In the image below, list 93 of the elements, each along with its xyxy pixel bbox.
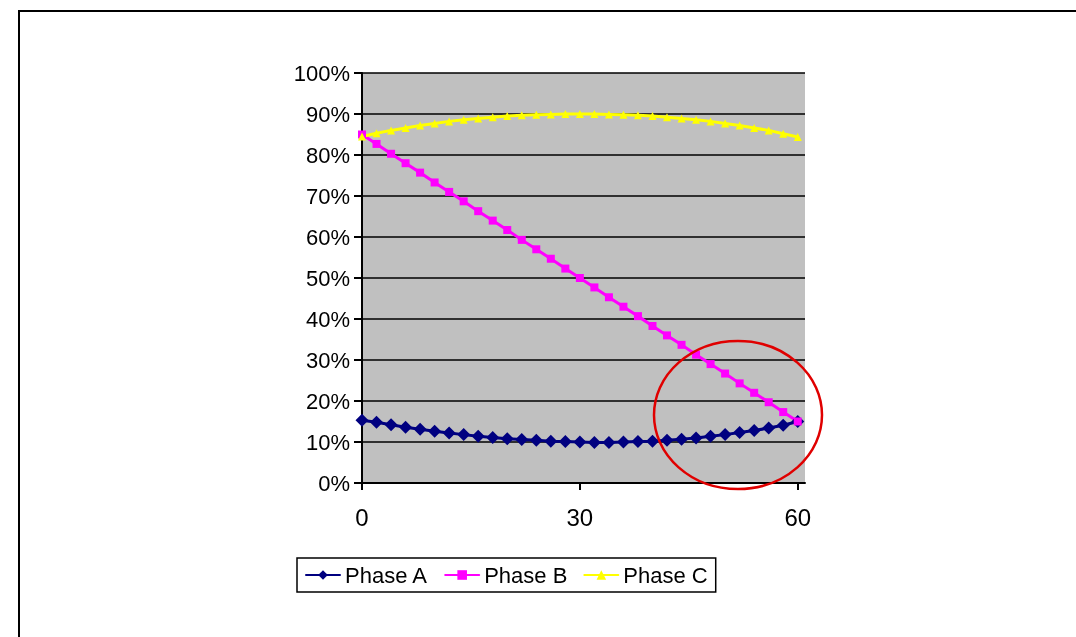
point bbox=[590, 283, 599, 292]
point bbox=[529, 433, 543, 447]
y-tick-label: 40% bbox=[305, 306, 350, 332]
y-tick-label: 20% bbox=[305, 388, 350, 414]
point bbox=[445, 187, 454, 196]
point bbox=[677, 340, 686, 349]
point bbox=[721, 369, 730, 378]
legend-label: Phase A bbox=[345, 562, 428, 588]
point bbox=[631, 435, 645, 449]
point bbox=[663, 331, 672, 340]
legend-label: Phase C bbox=[623, 562, 708, 588]
point bbox=[762, 421, 776, 435]
point bbox=[602, 435, 616, 449]
point bbox=[372, 139, 381, 148]
point bbox=[587, 435, 601, 449]
point bbox=[764, 398, 773, 407]
point bbox=[459, 197, 468, 206]
point bbox=[442, 426, 456, 440]
point bbox=[704, 429, 718, 443]
point bbox=[648, 321, 657, 330]
point bbox=[430, 178, 439, 187]
point bbox=[384, 418, 398, 432]
point bbox=[779, 408, 788, 417]
y-tick-label: 60% bbox=[305, 224, 350, 250]
point bbox=[370, 415, 384, 429]
point bbox=[793, 132, 802, 141]
point bbox=[474, 114, 483, 123]
point bbox=[616, 435, 630, 449]
point bbox=[399, 420, 413, 434]
point bbox=[428, 424, 442, 438]
point bbox=[663, 113, 672, 122]
point bbox=[750, 123, 759, 132]
point bbox=[619, 302, 628, 311]
point bbox=[660, 433, 674, 447]
x-tick-label: 60 bbox=[784, 503, 812, 531]
point bbox=[387, 126, 396, 135]
y-tick-label: 100% bbox=[293, 60, 350, 86]
point bbox=[457, 428, 471, 442]
point bbox=[546, 254, 555, 263]
point bbox=[416, 168, 425, 177]
point bbox=[645, 434, 659, 448]
point bbox=[779, 129, 788, 138]
y-tick-label: 10% bbox=[305, 429, 350, 455]
point bbox=[561, 264, 570, 273]
point bbox=[750, 388, 759, 397]
y-tick-label: 30% bbox=[305, 347, 350, 373]
point bbox=[575, 110, 584, 118]
point bbox=[735, 379, 744, 388]
point bbox=[459, 115, 468, 124]
point bbox=[558, 435, 572, 449]
point bbox=[648, 112, 657, 121]
point bbox=[532, 245, 541, 254]
x-tick-label: 30 bbox=[566, 503, 594, 531]
point bbox=[706, 360, 715, 369]
point bbox=[573, 435, 587, 449]
legend-label: Phase B bbox=[484, 562, 568, 588]
y-tick-label: 50% bbox=[305, 265, 350, 291]
point bbox=[677, 114, 686, 123]
point bbox=[471, 429, 485, 443]
point bbox=[604, 293, 613, 302]
point bbox=[517, 235, 526, 244]
point bbox=[692, 115, 701, 124]
point bbox=[503, 226, 512, 235]
y-tick-label: 90% bbox=[305, 101, 350, 127]
point bbox=[718, 428, 732, 442]
point bbox=[387, 149, 396, 158]
point bbox=[633, 111, 642, 120]
point bbox=[486, 430, 500, 444]
point bbox=[500, 432, 514, 446]
point bbox=[532, 110, 541, 119]
point bbox=[488, 216, 497, 225]
point bbox=[561, 110, 570, 118]
point bbox=[689, 431, 703, 445]
point bbox=[776, 418, 790, 432]
point bbox=[515, 433, 529, 447]
y-tick-label: 80% bbox=[305, 142, 350, 168]
point bbox=[413, 422, 427, 436]
point bbox=[372, 129, 381, 138]
point bbox=[633, 312, 642, 321]
point bbox=[747, 424, 761, 438]
point bbox=[401, 159, 410, 168]
point bbox=[401, 123, 410, 132]
point bbox=[474, 207, 483, 216]
y-tick-label: 70% bbox=[305, 183, 350, 209]
x-tick-label: 0 bbox=[355, 503, 369, 531]
point bbox=[355, 413, 369, 427]
point bbox=[544, 434, 558, 448]
point bbox=[675, 432, 689, 446]
y-tick-label: 0% bbox=[318, 470, 350, 496]
point bbox=[575, 274, 584, 282]
point bbox=[590, 110, 599, 118]
point bbox=[619, 110, 628, 119]
point bbox=[733, 426, 747, 440]
